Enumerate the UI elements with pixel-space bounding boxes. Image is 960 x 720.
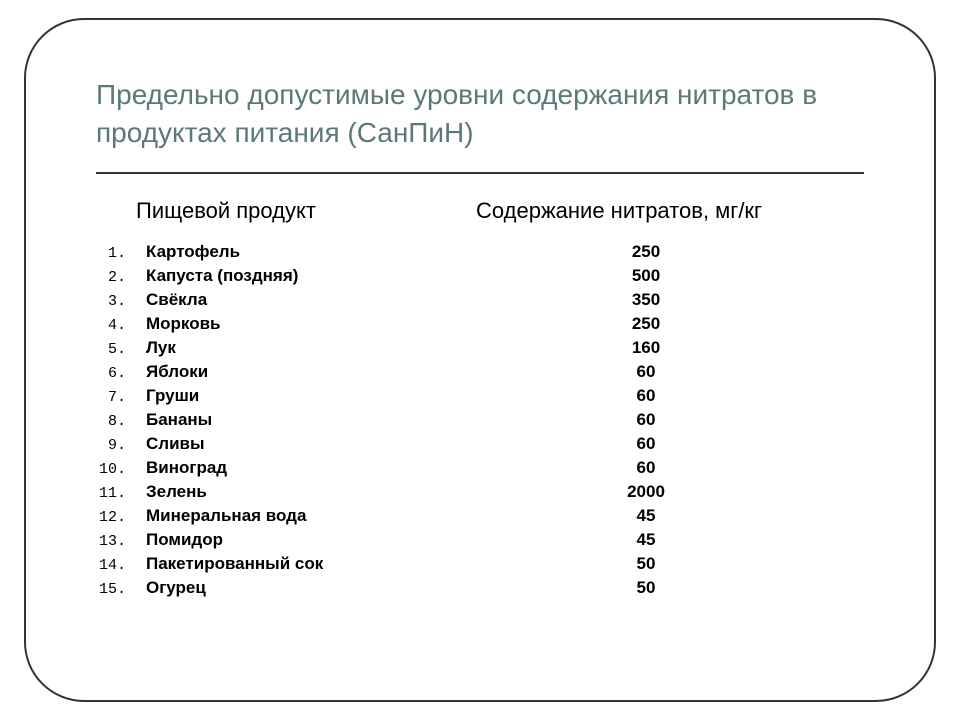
row-product-name: Лук [146, 338, 546, 358]
row-nitrate-value: 60 [546, 434, 746, 454]
table-row: 8.Бананы60 [96, 410, 864, 430]
row-product-name: Картофель [146, 242, 546, 262]
row-product-name: Виноград [146, 458, 546, 478]
row-product-name: Пакетированный сок [146, 554, 546, 574]
page-title: Предельно допустимые уровни содержания н… [96, 76, 864, 152]
row-product-name: Сливы [146, 434, 546, 454]
table-row: 13.Помидор45 [96, 530, 864, 550]
table-row: 4.Морковь250 [96, 314, 864, 334]
row-number: 10. [96, 461, 146, 478]
row-number: 3. [96, 293, 146, 310]
row-nitrate-value: 60 [546, 386, 746, 406]
row-product-name: Морковь [146, 314, 546, 334]
row-nitrate-value: 45 [546, 506, 746, 526]
slide-frame: Предельно допустимые уровни содержания н… [24, 18, 936, 702]
row-nitrate-value: 50 [546, 554, 746, 574]
row-product-name: Помидор [146, 530, 546, 550]
row-number: 15. [96, 581, 146, 598]
row-number: 11. [96, 485, 146, 502]
row-nitrate-value: 50 [546, 578, 746, 598]
title-divider [96, 172, 864, 174]
row-number: 2. [96, 269, 146, 286]
row-number: 8. [96, 413, 146, 430]
row-number: 13. [96, 533, 146, 550]
table-row: 3.Свёкла350 [96, 290, 864, 310]
row-number: 14. [96, 557, 146, 574]
row-nitrate-value: 350 [546, 290, 746, 310]
row-nitrate-value: 45 [546, 530, 746, 550]
column-header-product: Пищевой продукт [136, 198, 476, 224]
row-number: 12. [96, 509, 146, 526]
row-nitrate-value: 160 [546, 338, 746, 358]
table-row: 2.Капуста (поздняя)500 [96, 266, 864, 286]
row-product-name: Свёкла [146, 290, 546, 310]
row-nitrate-value: 250 [546, 314, 746, 334]
slide-content: Предельно допустимые уровни содержания н… [26, 20, 934, 642]
row-product-name: Яблоки [146, 362, 546, 382]
table-row: 15.Огурец50 [96, 578, 864, 598]
row-nitrate-value: 500 [546, 266, 746, 286]
row-product-name: Груши [146, 386, 546, 406]
row-product-name: Капуста (поздняя) [146, 266, 546, 286]
row-product-name: Бананы [146, 410, 546, 430]
table-row: 6.Яблоки60 [96, 362, 864, 382]
row-product-name: Зелень [146, 482, 546, 502]
table-row: 5.Лук160 [96, 338, 864, 358]
table-row: 10.Виноград60 [96, 458, 864, 478]
table-header-row: Пищевой продукт Содержание нитратов, мг/… [96, 198, 864, 224]
row-number: 7. [96, 389, 146, 406]
row-nitrate-value: 2000 [546, 482, 746, 502]
table-row: 1.Картофель250 [96, 242, 864, 262]
row-product-name: Огурец [146, 578, 546, 598]
row-product-name: Минеральная вода [146, 506, 546, 526]
column-header-nitrates: Содержание нитратов, мг/кг [476, 198, 762, 224]
row-number: 9. [96, 437, 146, 454]
row-nitrate-value: 60 [546, 362, 746, 382]
row-nitrate-value: 60 [546, 410, 746, 430]
row-number: 1. [96, 245, 146, 262]
row-number: 6. [96, 365, 146, 382]
table-row: 7.Груши60 [96, 386, 864, 406]
row-nitrate-value: 60 [546, 458, 746, 478]
row-number: 5. [96, 341, 146, 358]
table-row: 9.Сливы60 [96, 434, 864, 454]
row-nitrate-value: 250 [546, 242, 746, 262]
table-row: 14.Пакетированный сок50 [96, 554, 864, 574]
table-row: 12.Минеральная вода45 [96, 506, 864, 526]
table-body: 1.Картофель2502.Капуста (поздняя)5003.Св… [96, 242, 864, 598]
row-number: 4. [96, 317, 146, 334]
table-row: 11.Зелень2000 [96, 482, 864, 502]
